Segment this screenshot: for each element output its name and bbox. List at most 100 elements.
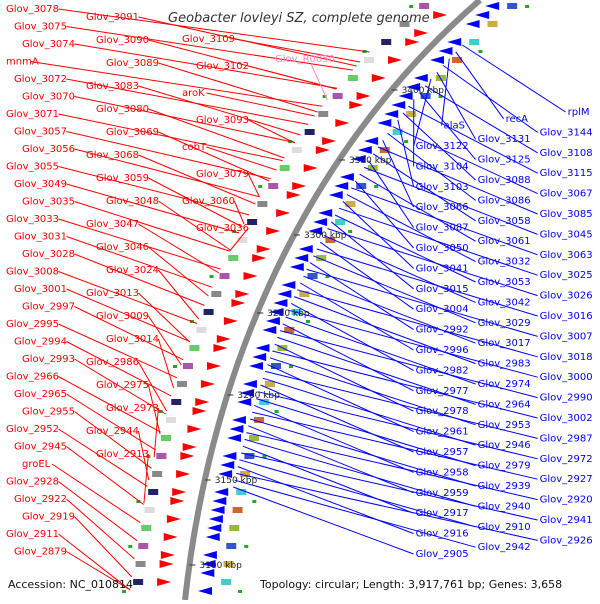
inner-left-gene-leader-line xyxy=(158,339,173,388)
reverse-feature-arrow xyxy=(475,11,489,19)
left-gene-label: mnmA xyxy=(6,57,39,68)
kbp-tick-label: 3300 kbp xyxy=(304,231,347,241)
feature-marker xyxy=(173,365,177,368)
forward-feature-arrow xyxy=(235,290,249,298)
feature-category-block xyxy=(136,561,146,567)
right-gene-label: Glov_3045 xyxy=(540,229,593,240)
inner-left-gene-label: Glov_3009 xyxy=(96,311,149,322)
feature-category-block xyxy=(280,165,290,171)
feature-category-block xyxy=(145,507,155,513)
reverse-feature-arrow xyxy=(249,362,263,370)
feature-category-block xyxy=(211,291,221,297)
reverse-feature-arrow xyxy=(290,263,304,271)
feature-category-block xyxy=(419,3,429,9)
feature-category-block xyxy=(148,489,158,495)
right-gene-label: Glov_2939 xyxy=(478,481,531,492)
right-gene-label: Glov_3041 xyxy=(416,263,469,274)
forward-feature-arrow xyxy=(217,335,231,343)
right-gene-label: Glov_2982 xyxy=(416,365,469,376)
reverse-feature-arrow xyxy=(466,20,480,28)
inner-left-gene-label: Glov_3089 xyxy=(106,58,159,69)
right-gene-label: Glov_3042 xyxy=(478,297,531,308)
right-gene-label: Glov_3029 xyxy=(478,318,531,329)
forward-feature-arrow xyxy=(292,182,306,190)
reverse-feature-arrow xyxy=(430,56,444,64)
inner-left-gene-label: Glov_2975 xyxy=(96,380,149,391)
left-gene-label: Glov_3072 xyxy=(14,74,67,85)
right-gene-label: Glov_2957 xyxy=(416,447,469,458)
feature-category-block xyxy=(166,417,176,423)
right-gene-label: Glov_3053 xyxy=(478,277,531,288)
right-gene-label: Glov_3018 xyxy=(540,352,593,363)
right-gene-label: Glov_2958 xyxy=(416,467,469,478)
left-gene-label: Glov_3056 xyxy=(22,144,75,155)
left-gene-label: Glov_2879 xyxy=(14,547,67,558)
kbp-tick-label: 3200 kbp xyxy=(237,391,280,401)
forward-feature-arrow xyxy=(157,578,171,586)
feature-category-block xyxy=(318,111,328,117)
feature-marker xyxy=(404,140,408,143)
feature-category-block xyxy=(348,75,358,81)
mid-gene-leader-line xyxy=(248,66,336,89)
feature-marker xyxy=(258,185,262,188)
mid-gene-label: cobT xyxy=(182,142,207,153)
kbp-tick-label: 3400 kbp xyxy=(402,86,445,96)
left-gene-leader-line xyxy=(66,499,134,559)
feature-category-block xyxy=(221,579,231,585)
feature-category-block xyxy=(183,363,193,369)
right-gene-label: Glov_3131 xyxy=(478,134,531,145)
feature-category-block xyxy=(220,273,230,279)
rna-leader-line xyxy=(311,64,327,100)
mid-gene-label: Glov_3079 xyxy=(196,169,249,180)
forward-feature-arrow xyxy=(414,29,428,37)
reverse-feature-arrow xyxy=(329,191,343,199)
forward-feature-arrow xyxy=(257,245,271,253)
left-gene-label: Glov_3075 xyxy=(14,22,67,33)
reverse-feature-arrow xyxy=(281,281,295,289)
feature-category-block xyxy=(161,435,171,441)
feature-marker xyxy=(306,320,310,323)
right-gene-label: Glov_2946 xyxy=(478,440,531,451)
forward-feature-arrow xyxy=(195,398,209,406)
feature-category-block xyxy=(171,399,181,405)
right-gene-label: Glov_2917 xyxy=(416,508,469,519)
mid-gene-label: Glov_3060 xyxy=(182,196,235,207)
right-gene-label: Glov_3015 xyxy=(416,284,469,295)
feature-category-block xyxy=(507,3,517,9)
feature-category-block xyxy=(488,21,498,27)
right-gene-leader-line xyxy=(248,426,413,493)
reverse-feature-arrow xyxy=(255,344,269,352)
inner-left-gene-label: Glov_3024 xyxy=(106,265,159,276)
feature-category-block xyxy=(141,525,151,531)
right-gene-label: Glov_3026 xyxy=(540,291,593,302)
reverse-feature-arrow xyxy=(206,533,220,541)
right-gene-label: Glov_3000 xyxy=(540,372,593,383)
reverse-feature-arrow xyxy=(364,137,378,145)
reverse-feature-arrow xyxy=(377,119,391,127)
forward-feature-arrow xyxy=(170,497,184,505)
reverse-feature-arrow xyxy=(414,74,428,82)
forward-feature-arrow xyxy=(349,101,363,109)
right-gene-leader-line xyxy=(243,446,414,513)
reverse-feature-arrow xyxy=(313,218,327,226)
right-gene-label: Glov_3007 xyxy=(540,331,593,342)
feature-category-block xyxy=(152,471,162,477)
feature-category-block xyxy=(229,525,239,531)
inner-left-gene-label: Glov_3083 xyxy=(86,81,139,92)
right-gene-label: Glov_3108 xyxy=(540,148,593,159)
kbp-tick-label: 3150 kbp xyxy=(215,476,258,486)
right-gene-label: Glov_2990 xyxy=(540,393,593,404)
right-gene-label: Glov_3058 xyxy=(478,216,531,227)
feature-category-block xyxy=(292,147,302,153)
right-gene-label: Glov_2942 xyxy=(478,542,531,553)
kbp-tick-label: 3100 kbp xyxy=(199,561,242,571)
mid-gene-label: Glov_3093 xyxy=(196,115,249,126)
right-gene-label: Glov_2972 xyxy=(540,454,593,465)
right-gene-label: Glov_3103 xyxy=(416,182,469,193)
left-gene-label: Glov_2919 xyxy=(22,512,75,523)
right-gene-label: Glov_2974 xyxy=(478,379,531,390)
inner-left-gene-label: Glov_3091 xyxy=(86,12,139,23)
forward-feature-arrow xyxy=(276,209,290,217)
